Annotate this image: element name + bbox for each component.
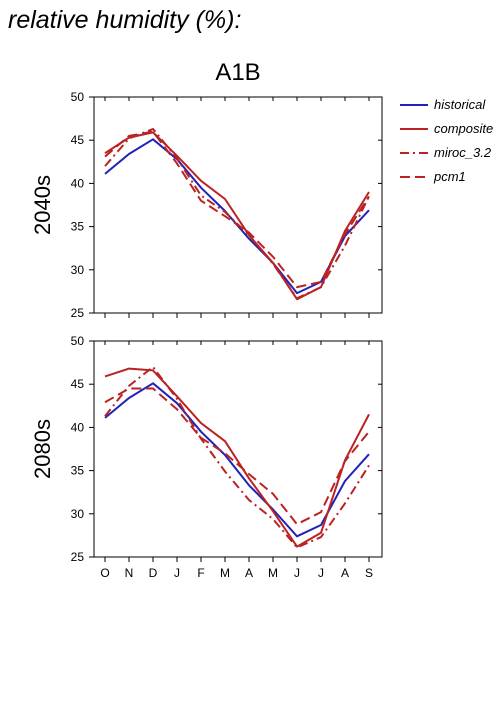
x-tick-label: J	[174, 566, 180, 580]
y-tick-label: 30	[71, 507, 85, 521]
x-tick-label: N	[125, 566, 134, 580]
x-tick-label: F	[197, 566, 204, 580]
plot-frame	[93, 340, 383, 558]
x-tick-label: O	[100, 566, 109, 580]
page-title: relative humidity (%):	[8, 6, 242, 34]
legend-label: composite	[434, 121, 493, 136]
y-tick-label: 50	[71, 90, 85, 104]
x-tick-label: D	[149, 566, 158, 580]
panel-label: 2080s	[30, 419, 55, 479]
x-tick-label: M	[220, 566, 230, 580]
x-tick-label: A	[245, 566, 253, 580]
x-tick-label: S	[365, 566, 373, 580]
chart-title: A1B	[215, 59, 260, 86]
y-tick-label: 35	[71, 220, 85, 234]
y-tick-label: 25	[71, 550, 85, 564]
x-tick-label: A	[341, 566, 349, 580]
plot-frame	[93, 96, 383, 314]
x-tick-label: M	[268, 566, 278, 580]
series-line-miroc_3.2	[104, 365, 370, 549]
series-line-miroc_3.2	[104, 128, 370, 300]
y-tick-label: 40	[71, 420, 85, 434]
y-tick-label: 25	[71, 306, 85, 320]
series-line-pcm1	[104, 387, 370, 526]
legend-label: miroc_3.2	[434, 145, 492, 160]
y-tick-label: 35	[71, 464, 85, 478]
legend-label: historical	[434, 97, 486, 112]
x-tick-label: J	[318, 566, 324, 580]
series-line-composite	[104, 367, 370, 548]
legend: historical composite miroc_3.2 pcm1	[400, 97, 493, 184]
legend-label: pcm1	[433, 169, 466, 184]
y-tick-label: 45	[71, 377, 85, 391]
y-tick-label: 45	[71, 133, 85, 147]
panel-label: 2040s	[30, 175, 55, 235]
panel-2040s: 25 30 35 40 45 50 2040s	[30, 90, 383, 320]
y-tick-label: 40	[71, 176, 85, 190]
series-line-pcm1	[104, 130, 370, 289]
y-tick-label: 30	[71, 263, 85, 277]
panel-2080s: 25 30 35 40 45 50 2080s	[30, 334, 383, 564]
x-tick-label: J	[294, 566, 300, 580]
y-tick-label: 50	[71, 334, 85, 348]
